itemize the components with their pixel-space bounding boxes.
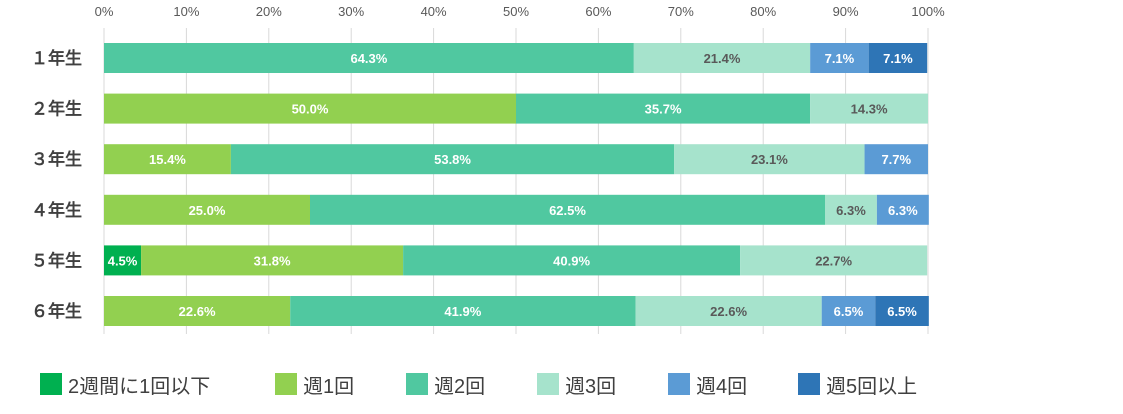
data-label: 21.4%	[704, 51, 741, 66]
x-tick-label: 70%	[668, 4, 694, 19]
data-label: 31.8%	[254, 253, 291, 268]
legend-item: 週1回	[275, 368, 354, 400]
bar-segment	[868, 43, 928, 73]
data-label: 14.3%	[851, 102, 888, 117]
stacked-bar-chart: 0% 10% 20% 30% 40% 50% 60% 70% 80% 90% 100% 64.3% 2…	[31, 4, 945, 334]
bar-segment	[810, 43, 869, 73]
data-label: 35.7%	[645, 102, 682, 117]
x-tick-label: 80%	[750, 4, 776, 19]
data-label: 62.5%	[549, 203, 586, 218]
category-label: ３年生	[31, 149, 82, 169]
category-labels: １年生 ２年生 ３年生 ４年生 ５年生 ６年生	[31, 48, 82, 321]
data-label: 7.1%	[883, 51, 913, 66]
x-axis-ticks: 0% 10% 20% 30% 40% 50% 60% 70% 80% 90% 100%	[95, 4, 945, 19]
legend-swatch	[668, 373, 690, 395]
legend-label: 2週間に1回以下	[68, 375, 211, 398]
bar-segment	[104, 144, 231, 175]
x-tick-label: 20%	[256, 4, 282, 19]
data-label: 7.1%	[825, 51, 855, 66]
bar-segment	[875, 296, 929, 326]
bar-segment	[104, 43, 634, 73]
bar-segment	[230, 144, 675, 175]
legend-swatch	[537, 373, 559, 395]
bar-segment	[310, 194, 825, 225]
bar-segment	[864, 144, 928, 175]
category-label: ２年生	[31, 99, 82, 119]
legend-item: 週5回以上	[798, 368, 917, 400]
data-label: 15.4%	[149, 152, 186, 167]
data-label: 4.5%	[108, 253, 138, 268]
legend-label: 週2回	[434, 375, 486, 398]
data-label: 22.7%	[815, 253, 852, 268]
category-label: １年生	[31, 48, 82, 68]
data-label: 22.6%	[710, 304, 747, 319]
bar-segment	[876, 194, 929, 225]
legend-swatch	[40, 373, 62, 395]
data-label: 50.0%	[292, 102, 329, 117]
legend-item: 週2回	[406, 368, 485, 400]
data-label: 40.9%	[553, 253, 590, 268]
category-label: ５年生	[31, 250, 82, 270]
bar-segment	[290, 296, 636, 326]
data-label: 41.9%	[444, 304, 481, 319]
legend-swatch	[798, 373, 820, 395]
bar-segment	[104, 245, 142, 276]
bar-segment	[141, 245, 404, 276]
data-label: 64.3%	[350, 51, 387, 66]
legend-label: 週1回	[303, 375, 355, 398]
data-label: 23.1%	[751, 152, 788, 167]
bar-segment	[633, 43, 811, 73]
x-tick-label: 40%	[421, 4, 447, 19]
legend-item: 2週間に1回以下	[40, 368, 210, 400]
bar-segment	[104, 296, 291, 326]
legend: 2週間に1回以下 週1回 週2回 週3回 週4回 週5回以上	[40, 368, 1110, 400]
legend-label: 週4回	[696, 375, 748, 398]
legend-item: 週3回	[537, 368, 616, 400]
legend-label: 週3回	[565, 375, 617, 398]
bar-segment	[740, 245, 928, 276]
bar-segment	[825, 194, 877, 225]
bar-segment	[810, 93, 928, 124]
gridlines	[103, 28, 929, 334]
x-tick-label: 100%	[911, 4, 945, 19]
legend-swatch	[406, 373, 428, 395]
data-label: 25.0%	[189, 203, 226, 218]
legend-item: 週4回	[668, 368, 747, 400]
bar-segment	[821, 296, 876, 326]
data-label: 6.3%	[888, 203, 918, 218]
data-label: 6.5%	[834, 304, 864, 319]
bar-segment	[516, 93, 811, 124]
x-tick-label: 10%	[173, 4, 199, 19]
data-label: 7.7%	[881, 152, 911, 167]
bar-segment	[104, 194, 310, 225]
category-label: ６年生	[31, 301, 82, 321]
bar-segment	[674, 144, 865, 175]
x-tick-label: 0%	[95, 4, 114, 19]
x-tick-label: 90%	[833, 4, 859, 19]
legend-swatch	[275, 373, 297, 395]
data-label: 53.8%	[434, 152, 471, 167]
category-label: ４年生	[31, 200, 82, 220]
bar-segment	[104, 93, 516, 124]
data-label: 6.5%	[887, 304, 917, 319]
data-label: 22.6%	[179, 304, 216, 319]
x-tick-label: 30%	[338, 4, 364, 19]
bars: 64.3% 21.4% 7.1% 7.1% 50.0% 35.7% 14.3% 15.4% 53…	[104, 43, 929, 326]
x-tick-label: 50%	[503, 4, 529, 19]
legend-label: 週5回以上	[826, 375, 918, 398]
bar-segment	[403, 245, 741, 276]
bar-segment	[635, 296, 822, 326]
x-tick-label: 60%	[585, 4, 611, 19]
data-label: 6.3%	[836, 203, 866, 218]
